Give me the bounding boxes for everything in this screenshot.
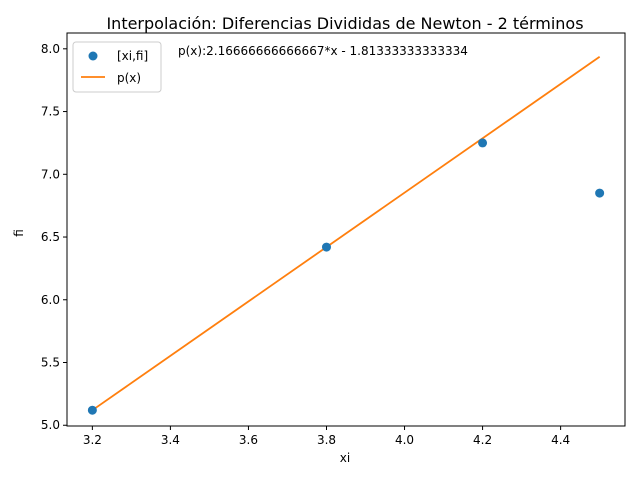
y-axis-label: fi — [12, 229, 26, 237]
data-point — [478, 138, 488, 148]
x-tick-label: 3.6 — [239, 433, 258, 447]
chart-title: Interpolación: Diferencias Divididas de … — [106, 14, 583, 33]
y-tick-label: 7.5 — [41, 105, 60, 119]
plot-area — [87, 56, 605, 415]
y-tick-label: 6.0 — [41, 293, 60, 307]
axes-frame — [66, 32, 626, 427]
legend: [xi,fi] p(x) — [72, 41, 162, 93]
annotation-text: p(x):2.16666666666667*x - 1.813333333333… — [178, 44, 468, 58]
data-point — [595, 188, 605, 198]
x-axis: 3.2 3.4 3.6 3.8 4.0 4.2 4.4 — [83, 426, 570, 447]
y-axis: 5.0 5.5 6.0 6.5 7.0 7.5 8.0 — [41, 42, 67, 432]
x-tick-label: 4.2 — [473, 433, 492, 447]
y-tick-label: 7.0 — [41, 167, 60, 181]
legend-label-scatter: [xi,fi] — [117, 49, 148, 63]
x-tick-label: 4.4 — [551, 433, 570, 447]
x-tick-label: 3.8 — [317, 433, 336, 447]
legend-marker-scatter — [88, 51, 98, 61]
legend-label-line: p(x) — [117, 71, 141, 85]
data-point — [87, 405, 97, 415]
y-tick-label: 8.0 — [41, 42, 60, 56]
data-point — [321, 242, 331, 252]
x-tick-label: 3.2 — [83, 433, 102, 447]
y-tick-label: 6.5 — [41, 230, 60, 244]
y-tick-label: 5.0 — [41, 418, 60, 432]
x-axis-label: xi — [340, 451, 350, 465]
series-line — [91, 56, 601, 411]
y-tick-label: 5.5 — [41, 356, 60, 370]
x-tick-label: 4.0 — [395, 433, 414, 447]
x-tick-label: 3.4 — [161, 433, 180, 447]
